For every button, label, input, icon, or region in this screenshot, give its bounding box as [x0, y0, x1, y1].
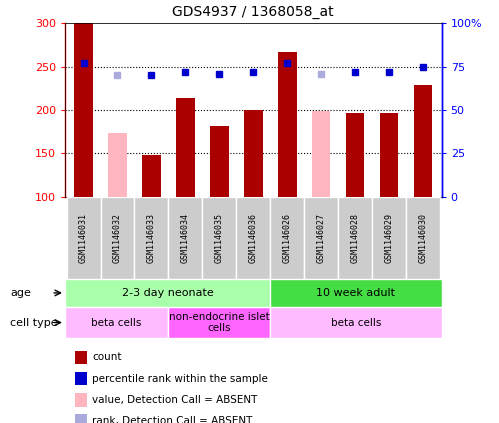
Bar: [346, 113, 364, 197]
Bar: [244, 110, 262, 197]
Text: non-endocrine islet
cells: non-endocrine islet cells: [169, 312, 269, 333]
Text: percentile rank within the sample: percentile rank within the sample: [92, 374, 268, 384]
Bar: [202, 197, 236, 279]
Text: beta cells: beta cells: [331, 318, 381, 327]
Bar: [278, 52, 296, 197]
Bar: [406, 197, 440, 279]
Bar: [176, 98, 195, 197]
Text: beta cells: beta cells: [91, 318, 141, 327]
Text: 10 week adult: 10 week adult: [316, 288, 396, 298]
Bar: [108, 132, 127, 197]
Bar: [100, 197, 134, 279]
Text: 2-3 day neonate: 2-3 day neonate: [122, 288, 214, 298]
Text: GSM1146029: GSM1146029: [385, 213, 394, 263]
Bar: [338, 197, 372, 279]
Bar: [168, 307, 270, 338]
Bar: [65, 279, 270, 307]
Bar: [270, 279, 442, 307]
Text: GSM1146026: GSM1146026: [282, 213, 292, 263]
Bar: [168, 197, 202, 279]
Text: GSM1146035: GSM1146035: [215, 213, 224, 263]
Bar: [210, 126, 229, 197]
Text: GSM1146031: GSM1146031: [79, 213, 88, 263]
Text: GSM1146027: GSM1146027: [317, 213, 326, 263]
Text: GSM1146028: GSM1146028: [351, 213, 360, 263]
Bar: [270, 197, 304, 279]
Text: value, Detection Call = ABSENT: value, Detection Call = ABSENT: [92, 395, 257, 405]
Text: count: count: [92, 352, 122, 363]
Bar: [312, 111, 330, 197]
Text: GSM1146036: GSM1146036: [249, 213, 258, 263]
Bar: [65, 307, 168, 338]
Bar: [380, 113, 398, 197]
Bar: [372, 197, 406, 279]
Text: GSM1146030: GSM1146030: [419, 213, 428, 263]
Text: rank, Detection Call = ABSENT: rank, Detection Call = ABSENT: [92, 416, 252, 423]
Text: cell type: cell type: [10, 318, 57, 327]
Bar: [236, 197, 270, 279]
Text: GSM1146032: GSM1146032: [113, 213, 122, 263]
Bar: [74, 23, 93, 197]
Text: GSM1146033: GSM1146033: [147, 213, 156, 263]
Bar: [134, 197, 168, 279]
Title: GDS4937 / 1368058_at: GDS4937 / 1368058_at: [173, 5, 334, 19]
Bar: [66, 197, 100, 279]
Bar: [304, 197, 338, 279]
Text: age: age: [10, 288, 31, 298]
Bar: [142, 155, 161, 197]
Text: GSM1146034: GSM1146034: [181, 213, 190, 263]
Bar: [414, 85, 432, 197]
Bar: [270, 307, 442, 338]
